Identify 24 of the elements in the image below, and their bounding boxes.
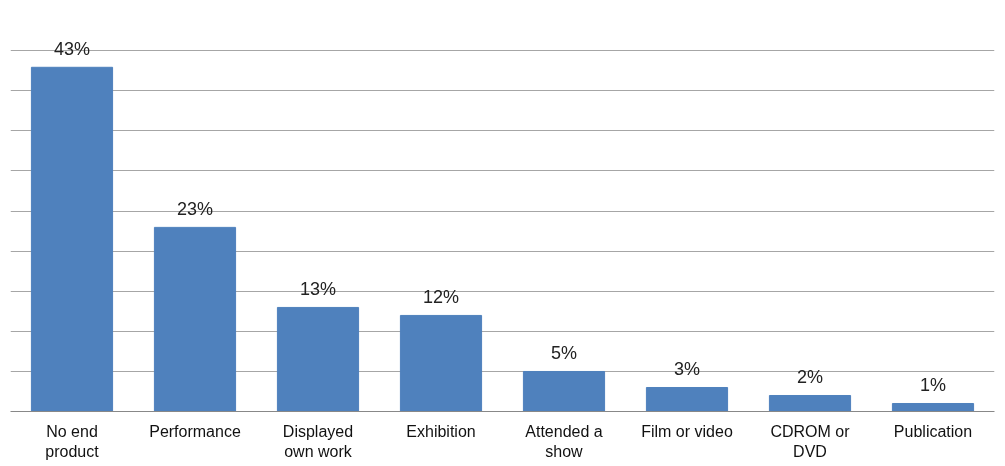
bar <box>399 314 483 412</box>
data-label: 2% <box>796 367 824 388</box>
bar <box>30 66 114 412</box>
x-tick-label: No end product <box>45 422 100 460</box>
x-tick-label: Publication <box>893 422 973 440</box>
data-label: 12% <box>422 287 460 308</box>
bar <box>891 403 975 412</box>
bar <box>522 370 606 412</box>
data-label: 3% <box>673 359 701 380</box>
data-label: 5% <box>550 343 578 364</box>
data-label: 1% <box>919 375 947 396</box>
data-label: 23% <box>176 199 214 220</box>
x-tick-label: Attended a show <box>525 422 603 460</box>
data-label: 13% <box>299 279 337 300</box>
bar <box>645 386 729 412</box>
x-tick-label: Performance <box>149 422 241 440</box>
x-tick-label: Exhibition <box>406 422 476 440</box>
bar <box>276 306 360 412</box>
bar <box>153 226 237 412</box>
bar <box>768 394 852 412</box>
x-tick-label: Film or video <box>641 422 733 440</box>
x-tick-label: Displayed own work <box>282 422 354 460</box>
data-label: 43% <box>53 39 91 60</box>
x-tick-label: CDROM or DVD <box>770 422 851 460</box>
